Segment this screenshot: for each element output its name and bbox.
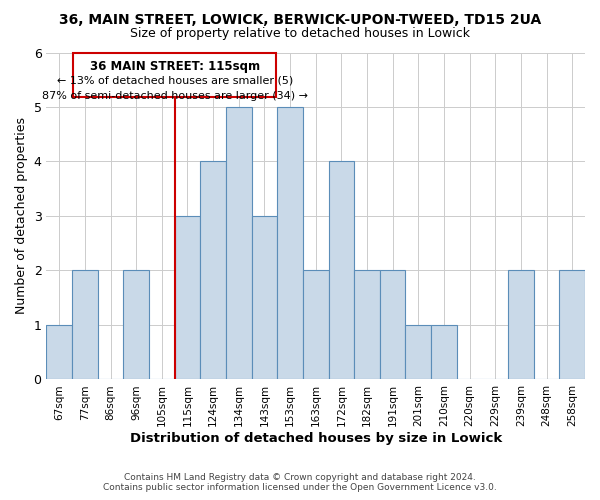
Bar [303,270,329,380]
Text: 36, MAIN STREET, LOWICK, BERWICK-UPON-TWEED, TD15 2UA: 36, MAIN STREET, LOWICK, BERWICK-UPON-TW… [59,12,541,26]
Text: 36 MAIN STREET: 115sqm: 36 MAIN STREET: 115sqm [89,60,260,72]
Text: 87% of semi-detached houses are larger (34) →: 87% of semi-detached houses are larger (… [41,90,308,101]
Bar [46,325,72,380]
Bar [508,270,534,380]
Text: Size of property relative to detached houses in Lowick: Size of property relative to detached ho… [130,28,470,40]
FancyBboxPatch shape [73,52,276,97]
Bar [226,107,251,380]
Bar [406,325,431,380]
Bar [277,107,303,380]
Bar [380,270,406,380]
Bar [329,162,354,380]
Bar [175,216,200,380]
Bar [72,270,98,380]
Text: ← 13% of detached houses are smaller (5): ← 13% of detached houses are smaller (5) [56,76,293,86]
Bar [200,162,226,380]
Bar [559,270,585,380]
Bar [124,270,149,380]
Bar [251,216,277,380]
X-axis label: Distribution of detached houses by size in Lowick: Distribution of detached houses by size … [130,432,502,445]
Bar [431,325,457,380]
Text: Contains HM Land Registry data © Crown copyright and database right 2024.
Contai: Contains HM Land Registry data © Crown c… [103,473,497,492]
Bar [354,270,380,380]
Y-axis label: Number of detached properties: Number of detached properties [15,118,28,314]
